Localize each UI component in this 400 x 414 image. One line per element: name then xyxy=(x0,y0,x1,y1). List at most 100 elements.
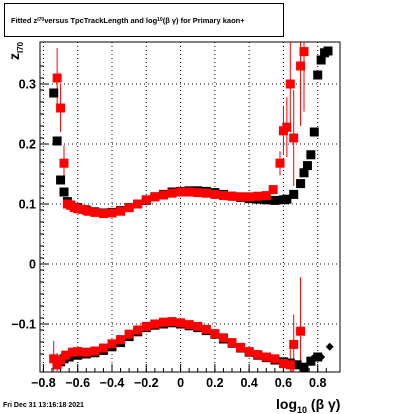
data-point xyxy=(289,339,299,349)
data-point xyxy=(78,204,88,214)
data-point xyxy=(52,360,62,370)
title-text-c: (β γ) for Primary kaon+ xyxy=(162,15,245,25)
data-point xyxy=(296,61,306,71)
data-point xyxy=(244,192,254,202)
data-point xyxy=(278,359,288,369)
data-point xyxy=(133,199,143,209)
title-sub-1: I70 xyxy=(37,17,45,23)
y-axis-title: zI70 xyxy=(6,41,25,60)
data-point xyxy=(56,103,66,113)
y-tick-label: −0.1 xyxy=(11,318,36,332)
data-point xyxy=(201,188,211,198)
timestamp: Fri Dec 31 13:16:18 2021 xyxy=(3,402,84,409)
data-point xyxy=(227,191,237,201)
data-point xyxy=(261,191,271,201)
data-point xyxy=(210,189,220,199)
data-point xyxy=(52,73,62,83)
data-point xyxy=(261,352,271,362)
data-point xyxy=(150,192,160,202)
data-point xyxy=(296,326,306,336)
data-point xyxy=(83,206,93,216)
x-tick-label: 0.4 xyxy=(240,376,257,390)
data-marks xyxy=(49,46,334,372)
x-axis-title: log10 (β γ) xyxy=(276,396,340,414)
data-point xyxy=(302,161,312,171)
data-point xyxy=(68,347,78,357)
data-point xyxy=(61,350,71,360)
data-point xyxy=(59,158,69,168)
x-tick-label: −0.8 xyxy=(31,376,56,390)
data-point xyxy=(316,55,326,65)
y-tick-label: 0.2 xyxy=(19,138,36,152)
data-point xyxy=(306,356,316,366)
data-point xyxy=(184,187,194,197)
data-point xyxy=(176,187,186,197)
data-point xyxy=(268,185,278,195)
x-tick-label: 0.2 xyxy=(206,376,223,390)
x-tick-label: −0.6 xyxy=(65,376,90,390)
data-point xyxy=(107,339,117,349)
data-point xyxy=(158,190,168,200)
data-point xyxy=(270,195,280,205)
data-point xyxy=(299,168,309,178)
title-text-a: Fitted z xyxy=(11,15,38,25)
y-tick-label: 0.3 xyxy=(19,78,36,92)
data-point xyxy=(90,346,100,356)
data-point xyxy=(133,325,143,335)
data-point xyxy=(116,335,126,345)
title-sub-2: 10 xyxy=(157,17,163,23)
data-point xyxy=(289,133,299,143)
data-point xyxy=(73,204,83,214)
data-point xyxy=(296,179,306,189)
x-tick-label: 0.6 xyxy=(275,376,292,390)
y-tick-labels: −0.1 0 0.1 0.2 0.3 xyxy=(11,78,36,332)
data-point xyxy=(107,208,117,218)
data-point xyxy=(299,47,309,57)
data-point xyxy=(299,362,309,372)
axis-ticks xyxy=(40,65,327,372)
data-point xyxy=(218,333,228,343)
data-point xyxy=(218,191,228,201)
data-point xyxy=(52,136,62,146)
x-tick-label: −0.4 xyxy=(100,376,125,390)
data-point xyxy=(309,127,319,137)
x-tick-labels: −0.8 −0.6 −0.4 −0.2 0 0.2 0.4 0.6 0.8 xyxy=(31,376,326,390)
data-point xyxy=(193,188,203,198)
data-point xyxy=(150,319,160,329)
data-point xyxy=(124,203,134,213)
data-point xyxy=(210,329,220,339)
data-point xyxy=(193,321,203,331)
data-point xyxy=(323,46,333,56)
data-point xyxy=(158,317,168,327)
data-point xyxy=(201,324,211,334)
data-point xyxy=(49,88,59,98)
plot-frame xyxy=(39,41,341,373)
data-point xyxy=(98,209,108,219)
data-point xyxy=(73,347,83,357)
data-point xyxy=(289,189,299,199)
data-point xyxy=(308,354,317,363)
data-point xyxy=(49,354,59,364)
data-point xyxy=(244,347,254,357)
x-tick-label: −0.2 xyxy=(134,376,159,390)
data-point xyxy=(59,187,69,197)
data-point xyxy=(227,338,237,348)
data-point xyxy=(282,194,292,204)
data-point xyxy=(253,350,263,360)
data-point xyxy=(270,354,280,364)
data-point xyxy=(81,347,91,357)
data-point xyxy=(275,158,285,168)
data-point xyxy=(167,317,177,327)
data-point xyxy=(116,206,126,216)
data-point xyxy=(141,321,151,331)
data-point xyxy=(285,79,295,89)
data-point xyxy=(176,318,186,328)
data-point xyxy=(236,192,246,202)
data-point xyxy=(313,70,323,80)
x-tick-label: 0.8 xyxy=(309,376,326,390)
data-point xyxy=(98,343,108,353)
data-point xyxy=(292,360,302,370)
data-point xyxy=(141,195,151,205)
data-point xyxy=(285,360,295,370)
